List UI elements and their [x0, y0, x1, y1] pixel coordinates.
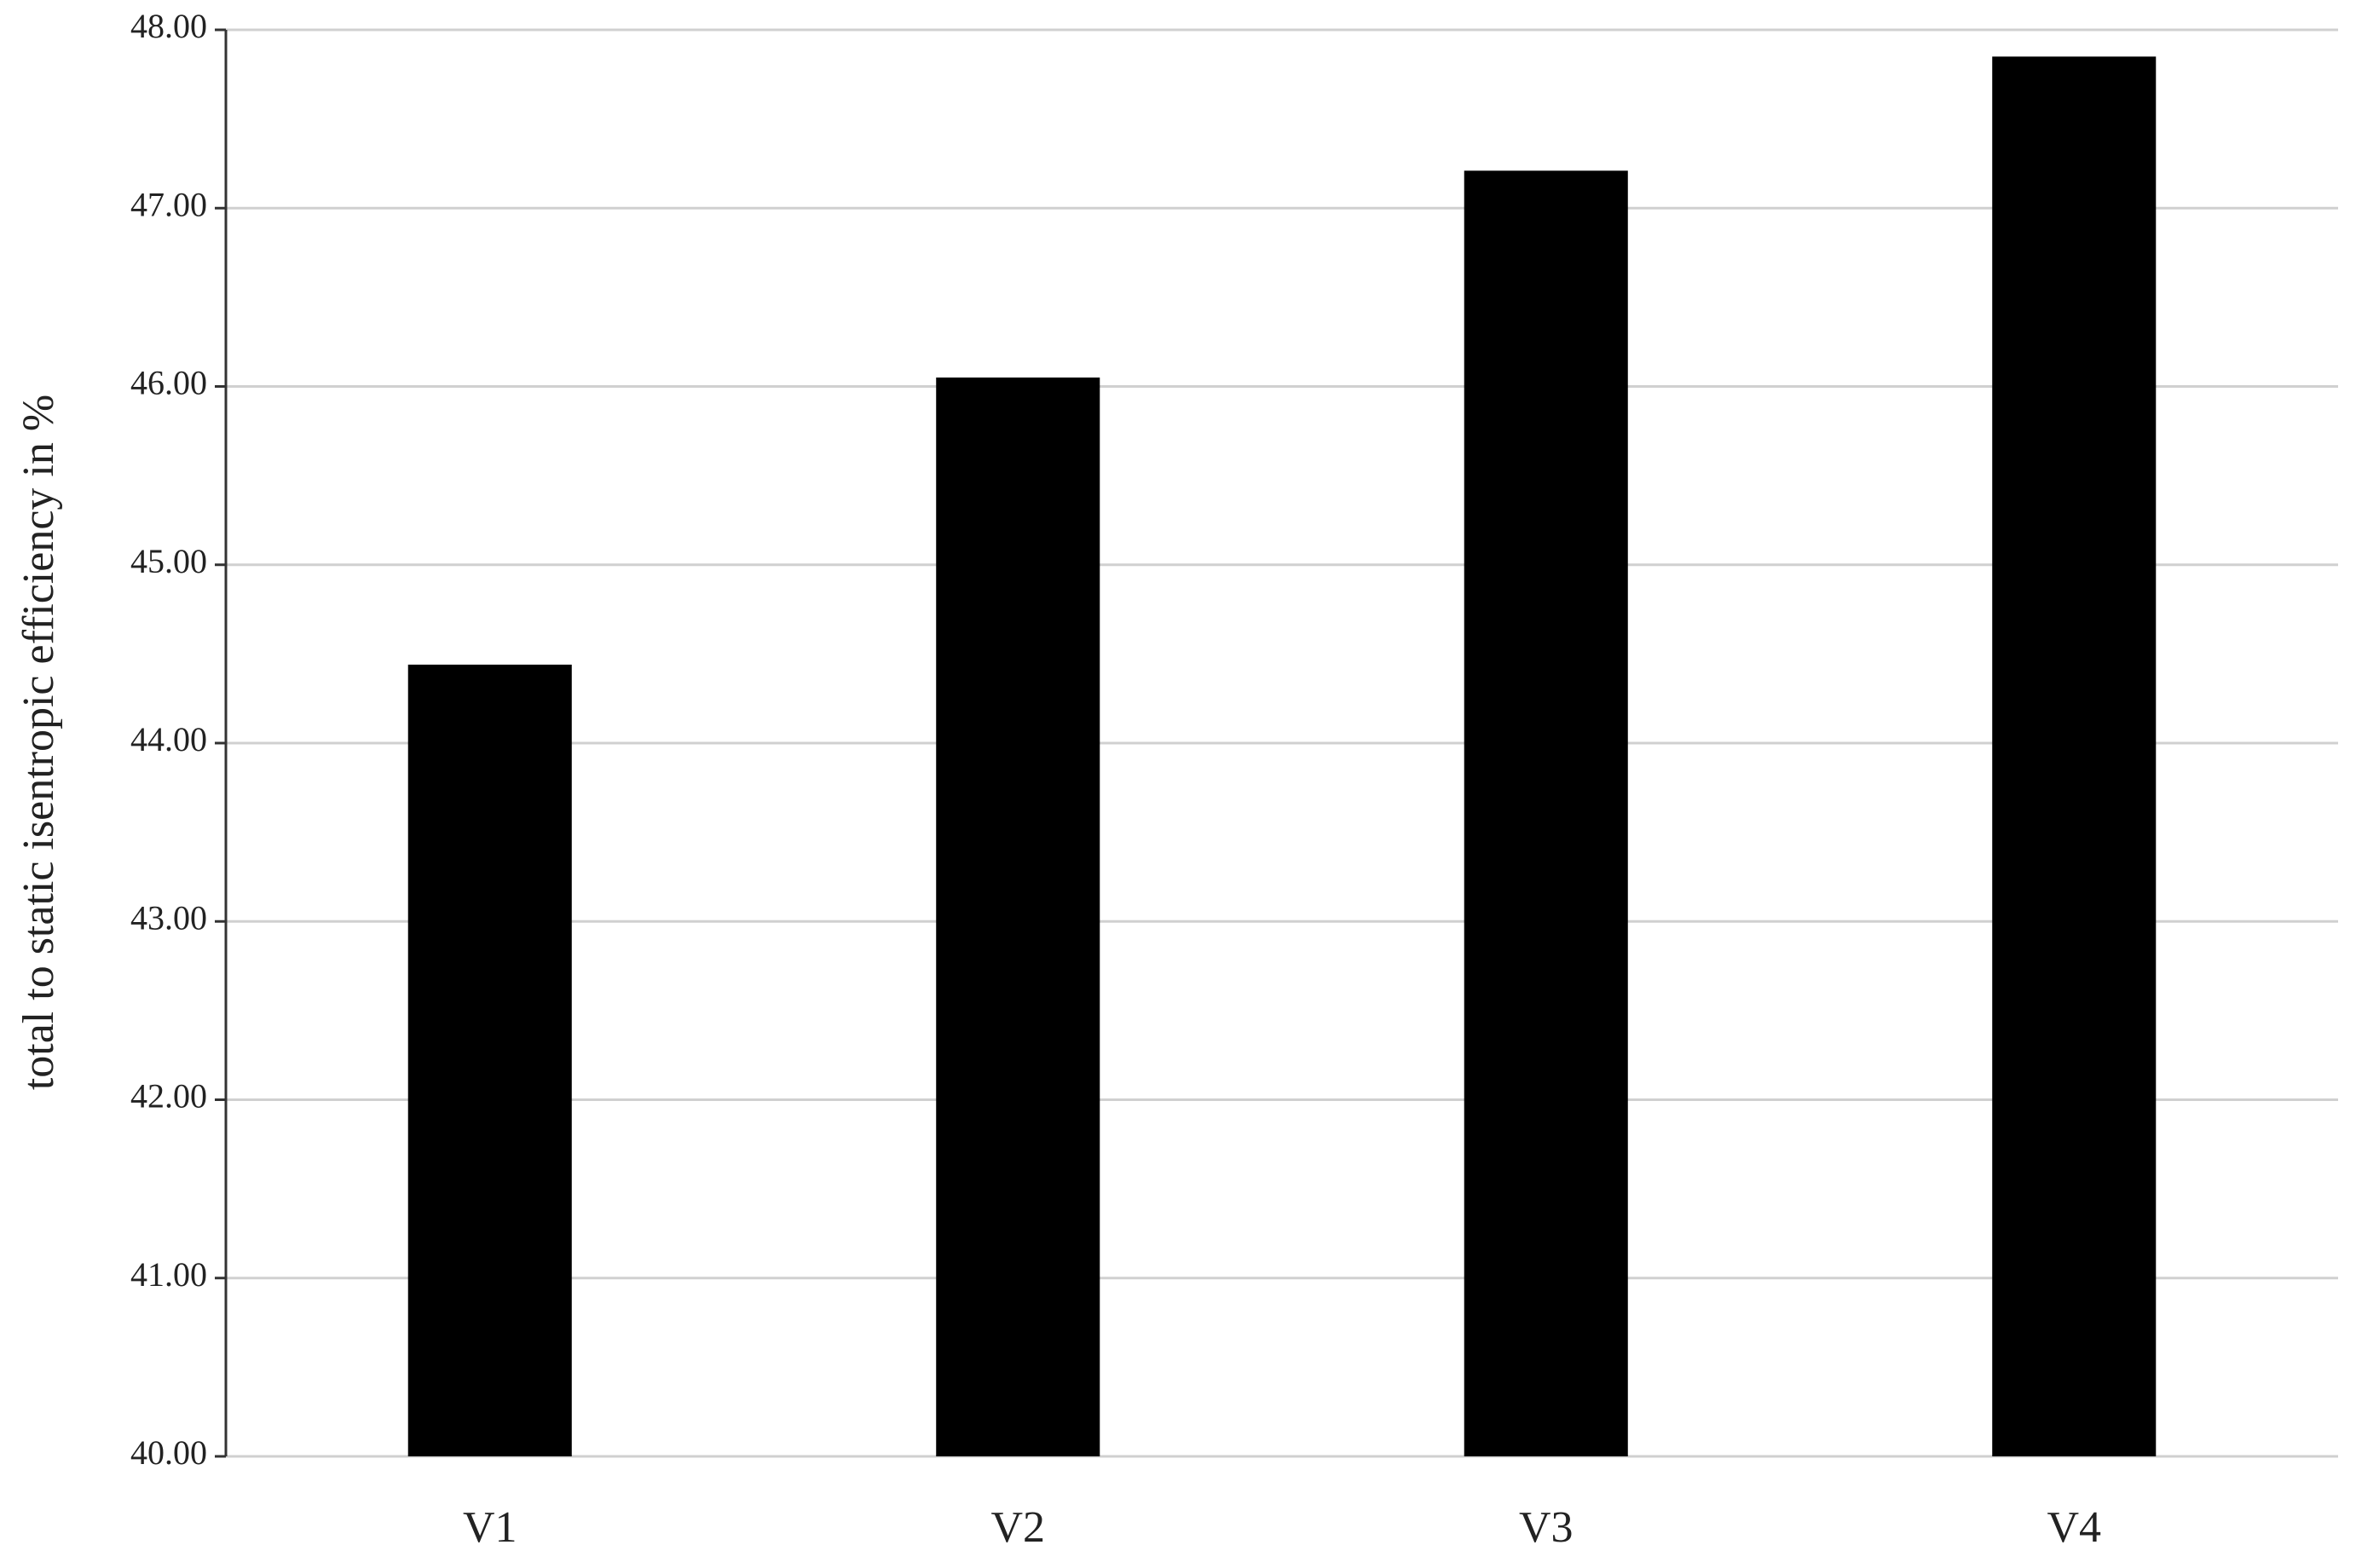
- y-axis-title: total to static isentropic efficiency in…: [14, 395, 63, 1090]
- y-tick-label: 41.00: [130, 1255, 207, 1294]
- y-tick-label: 42.00: [130, 1077, 207, 1115]
- y-tick-label: 48.00: [130, 7, 207, 45]
- bar: [407, 664, 572, 1456]
- y-tick-label: 44.00: [130, 720, 207, 758]
- bar: [936, 378, 1100, 1457]
- y-tick-label: 45.00: [130, 542, 207, 580]
- x-tick-label: V1: [463, 1503, 517, 1552]
- bar: [1464, 170, 1628, 1456]
- y-tick-label: 43.00: [130, 898, 207, 937]
- x-tick-label: V4: [2047, 1503, 2101, 1552]
- bar: [1992, 56, 2157, 1457]
- x-tick-label: V3: [1519, 1503, 1574, 1552]
- x-tick-label: V2: [990, 1503, 1045, 1552]
- y-tick-label: 47.00: [130, 185, 207, 223]
- y-tick-label: 40.00: [130, 1433, 207, 1472]
- y-tick-label: 46.00: [130, 364, 207, 402]
